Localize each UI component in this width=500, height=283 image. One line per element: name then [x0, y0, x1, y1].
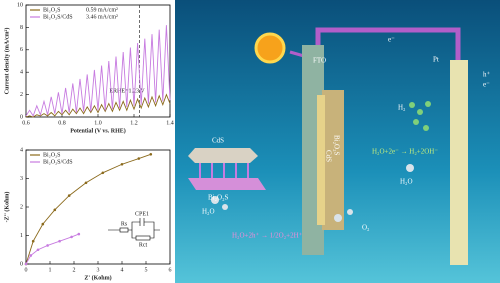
- y-tick-label: 10: [17, 2, 23, 8]
- series-line: [25, 93, 171, 118]
- x-tick-label: 6: [169, 267, 172, 273]
- pt-label: Pt: [433, 56, 439, 64]
- marker: [24, 262, 28, 266]
- x-axis-label: Potential (V vs. RHE): [70, 127, 126, 134]
- y-tick-label: 2: [20, 204, 23, 210]
- legend-value: 3.46 mA/cm²: [86, 14, 118, 20]
- x-tick-label: 4: [121, 267, 124, 273]
- pt-electrode: [450, 60, 468, 265]
- cds-layer: [317, 95, 325, 225]
- marker: [101, 171, 105, 175]
- series-line: [25, 25, 171, 117]
- marker: [31, 239, 35, 243]
- bi2o2s-layer: [322, 90, 344, 230]
- legend-label: Bi₂O₂S: [43, 7, 61, 13]
- x-tick-label: 1: [49, 267, 52, 273]
- inset-cds-label: CdS: [212, 137, 224, 145]
- circuit-label: Rct: [139, 242, 148, 248]
- marker: [70, 235, 73, 239]
- marker: [84, 181, 88, 185]
- oer-reaction: H₂O+2h⁺ → 1/2O₂+2H⁺: [232, 232, 303, 240]
- y-tick-label: 2: [20, 92, 23, 98]
- legend-label: Bi₂O₂S/CdS: [43, 14, 73, 20]
- y-axis-label: Current density (mA/cm²): [3, 28, 10, 95]
- marker: [137, 157, 141, 160]
- resistor: [119, 227, 129, 233]
- bi2o2s-plate: [188, 178, 266, 190]
- marker: [67, 194, 71, 197]
- marker: [53, 208, 57, 212]
- x-tick-label: 1.2: [130, 120, 138, 126]
- bi2o2s-label: Bi₂O₂S: [332, 135, 340, 156]
- x-tick-label: 1.4: [166, 120, 174, 126]
- x-tick-label: 0.8: [58, 120, 66, 126]
- y-tick-label: 3: [20, 176, 23, 182]
- circuit-label: CPE1: [135, 211, 149, 217]
- sun: [254, 32, 286, 64]
- marker: [46, 244, 49, 247]
- marker: [58, 239, 61, 243]
- circuit: [108, 218, 160, 239]
- resistor: [135, 235, 151, 241]
- marker: [120, 162, 124, 166]
- x-tick-label: 5: [145, 267, 148, 273]
- marker: [77, 232, 81, 236]
- legend-value: 0.59 mA/cm²: [86, 7, 118, 13]
- x-tick-label: 0.6: [22, 120, 30, 126]
- h2-bubbles: [409, 101, 431, 131]
- y-tick-label: 6: [20, 47, 23, 53]
- legend-label: Bi₂O₂S: [43, 152, 61, 158]
- legend-label: Bi₂O₂S/CdS: [43, 159, 73, 165]
- circuit-label: Rs: [121, 221, 128, 227]
- inset-bi-label: Bi₂O₂S: [208, 194, 229, 202]
- cds-label: CdS: [324, 150, 332, 162]
- fto-label: FTO: [313, 57, 326, 65]
- x-tick-label: 0: [25, 267, 28, 273]
- y-tick-label: 4: [20, 70, 23, 76]
- x-axis-label: Z' (Kohm): [84, 274, 111, 281]
- o2-label: O₂: [362, 224, 370, 232]
- y-tick-label: 0: [20, 114, 23, 120]
- x-tick-label: 2: [73, 267, 76, 273]
- wire-electron-label: e⁻: [388, 36, 395, 44]
- pillars: [199, 163, 249, 178]
- h2-label: H₂: [398, 104, 406, 112]
- series-line: [25, 153, 151, 265]
- y-axis-label: -Z'' (Kohm): [3, 192, 10, 223]
- y-tick-label: 8: [20, 25, 23, 31]
- wire: [315, 27, 461, 60]
- marker: [29, 254, 33, 257]
- cds-plate: [188, 148, 258, 163]
- electron-label: e⁻: [483, 81, 490, 89]
- x-tick-label: 3: [97, 267, 100, 273]
- water-molecules: [211, 164, 414, 222]
- h2o-left-label: H₂O: [202, 208, 215, 216]
- marker: [41, 222, 45, 226]
- y-tick-label: 1: [20, 233, 23, 239]
- hole-label: h⁺: [483, 71, 491, 79]
- x-tick-label: 1.0: [94, 120, 102, 126]
- h2o-right-label: H₂O: [400, 178, 413, 186]
- y-tick-label: 4: [20, 147, 23, 153]
- her-reaction: H₂O+2e⁻ → H₂+2OH⁻: [372, 148, 438, 156]
- schematic: FTO Pt CdS Bi₂O₂S CdS Bi₂O₂S h⁺ e⁻ e⁻ H₂…: [175, 0, 500, 283]
- y-tick-label: 0: [20, 261, 23, 267]
- marker: [36, 248, 40, 252]
- marker: [149, 152, 153, 156]
